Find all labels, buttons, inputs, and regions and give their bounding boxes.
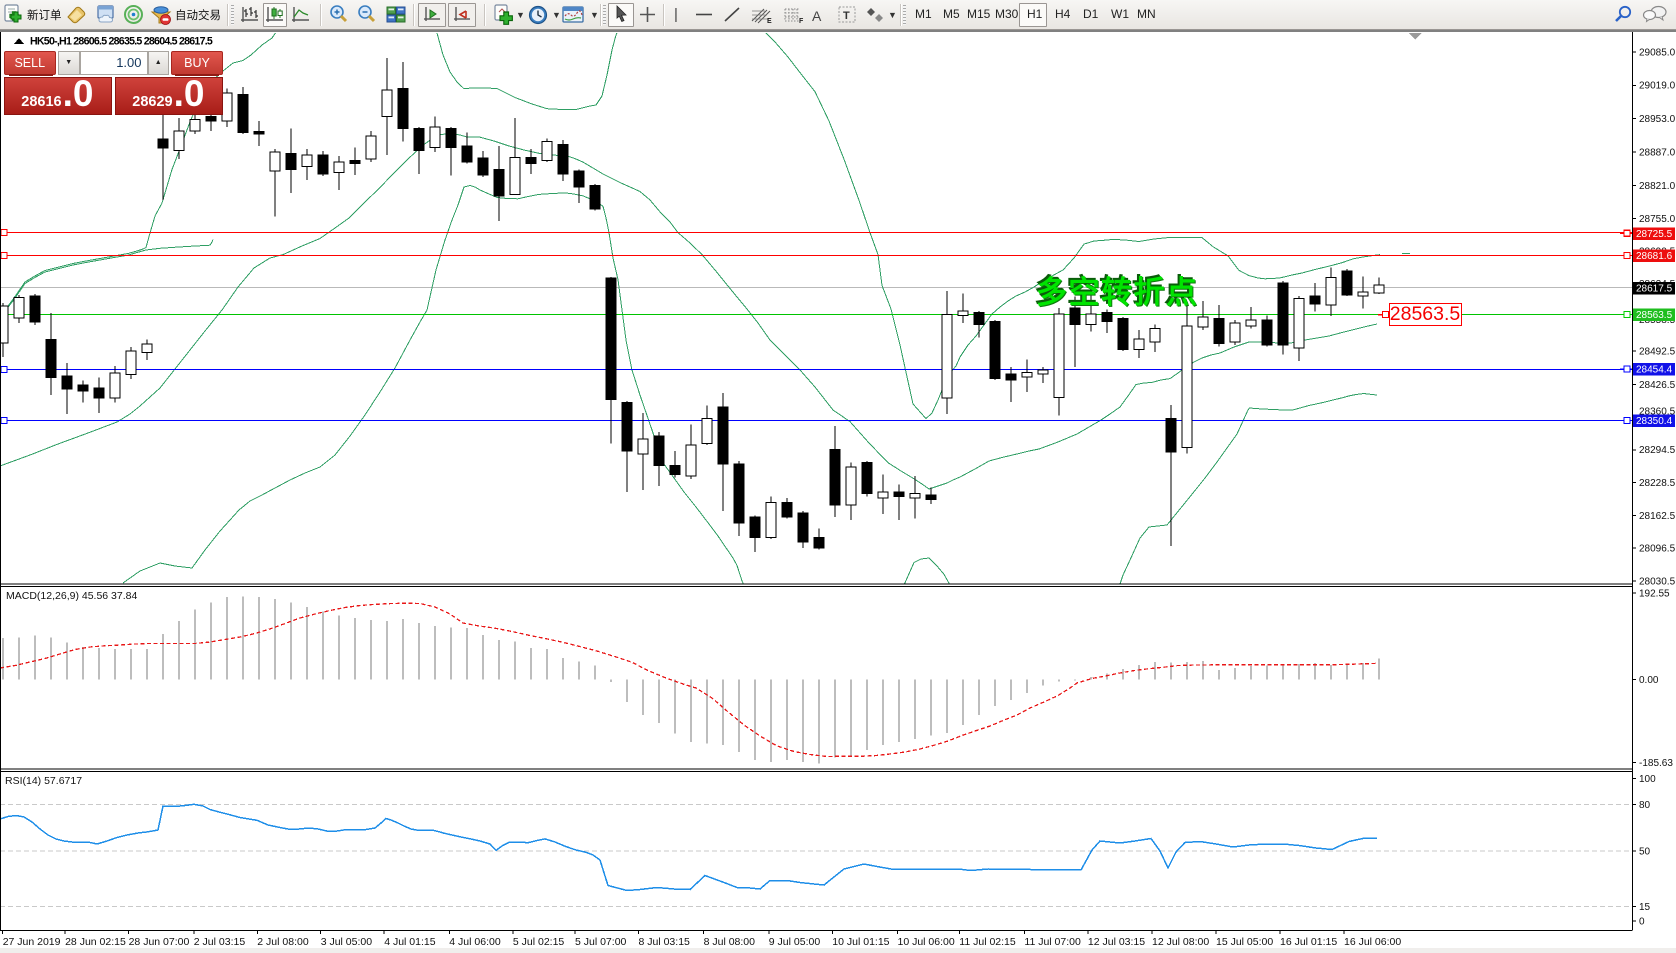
svg-text:15 Jul 05:00: 15 Jul 05:00 xyxy=(1216,936,1273,948)
svg-text:28350.4: 28350.4 xyxy=(1636,416,1673,427)
svg-text:MACD(12,26,9) 45.56 37.84: MACD(12,26,9) 45.56 37.84 xyxy=(6,590,137,602)
svg-text:28162.5: 28162.5 xyxy=(1639,511,1676,522)
svg-text:28755.0: 28755.0 xyxy=(1639,214,1676,225)
svg-text:28821.0: 28821.0 xyxy=(1639,181,1676,192)
svg-text:-185.63: -185.63 xyxy=(1639,758,1673,769)
svg-text:5 Jul 07:00: 5 Jul 07:00 xyxy=(575,936,627,948)
svg-text:RSI(14) 57.6717: RSI(14) 57.6717 xyxy=(5,775,82,787)
svg-text:F: F xyxy=(799,18,804,25)
svg-text:28228.5: 28228.5 xyxy=(1639,478,1676,489)
svg-text:28617.5: 28617.5 xyxy=(1636,284,1673,295)
svg-text:80: 80 xyxy=(1639,800,1651,811)
svg-text:28887.0: 28887.0 xyxy=(1639,147,1676,158)
svg-text:9 Jul 05:00: 9 Jul 05:00 xyxy=(769,936,821,948)
svg-text:3 Jul 05:00: 3 Jul 05:00 xyxy=(321,936,373,948)
svg-text:15: 15 xyxy=(1639,902,1651,913)
svg-text:192.55: 192.55 xyxy=(1639,588,1670,599)
svg-text:10 Jul 01:15: 10 Jul 01:15 xyxy=(832,936,889,948)
svg-text:100: 100 xyxy=(1639,774,1656,785)
svg-text:27 Jun 2019: 27 Jun 2019 xyxy=(3,936,61,948)
svg-text:28 Jun 02:15: 28 Jun 02:15 xyxy=(65,936,126,948)
svg-text:28096.5: 28096.5 xyxy=(1639,544,1676,555)
svg-text:12 Jul 03:15: 12 Jul 03:15 xyxy=(1088,936,1145,948)
svg-text:5 Jul 02:15: 5 Jul 02:15 xyxy=(513,936,565,948)
svg-text:28492.5: 28492.5 xyxy=(1639,346,1676,357)
svg-text:28294.5: 28294.5 xyxy=(1639,445,1676,456)
svg-text:10 Jul 06:00: 10 Jul 06:00 xyxy=(898,936,955,948)
svg-text:4 Jul 06:00: 4 Jul 06:00 xyxy=(449,936,501,948)
svg-text:29019.0: 29019.0 xyxy=(1639,81,1676,92)
svg-text:0.00: 0.00 xyxy=(1639,675,1659,686)
svg-text:16 Jul 06:00: 16 Jul 06:00 xyxy=(1344,936,1401,948)
svg-text:28563.5: 28563.5 xyxy=(1636,310,1673,321)
svg-text:28454.4: 28454.4 xyxy=(1636,365,1673,376)
svg-text:28360.5: 28360.5 xyxy=(1639,407,1676,418)
svg-text:28 Jun 07:00: 28 Jun 07:00 xyxy=(129,936,190,948)
svg-text:28681.6: 28681.6 xyxy=(1636,251,1673,262)
svg-text:28725.5: 28725.5 xyxy=(1636,229,1673,240)
svg-text:2 Jul 08:00: 2 Jul 08:00 xyxy=(257,936,309,948)
svg-text:50: 50 xyxy=(1639,847,1651,858)
svg-text:28426.5: 28426.5 xyxy=(1639,380,1676,391)
svg-text:11 Jul 07:00: 11 Jul 07:00 xyxy=(1024,936,1081,948)
svg-text:16 Jul 01:15: 16 Jul 01:15 xyxy=(1280,936,1337,948)
svg-text:29085.0: 29085.0 xyxy=(1639,47,1676,58)
svg-text:HK50-,H1 28606.5 28635.5 2860: HK50-,H1 28606.5 28635.5 28604.5 28617.5 xyxy=(30,36,213,48)
svg-text:8 Jul 03:15: 8 Jul 03:15 xyxy=(639,936,691,948)
svg-text:0: 0 xyxy=(1639,916,1645,927)
svg-text:E: E xyxy=(767,18,772,25)
svg-text:T: T xyxy=(843,10,850,22)
svg-text:12 Jul 08:00: 12 Jul 08:00 xyxy=(1152,936,1209,948)
svg-text:11 Jul 02:15: 11 Jul 02:15 xyxy=(959,936,1016,948)
svg-text:8 Jul 08:00: 8 Jul 08:00 xyxy=(704,936,756,948)
svg-text:2 Jul 03:15: 2 Jul 03:15 xyxy=(194,936,246,948)
svg-text:28030.5: 28030.5 xyxy=(1639,576,1676,587)
svg-text:4 Jul 01:15: 4 Jul 01:15 xyxy=(384,936,436,948)
svg-text:28953.0: 28953.0 xyxy=(1639,114,1676,125)
